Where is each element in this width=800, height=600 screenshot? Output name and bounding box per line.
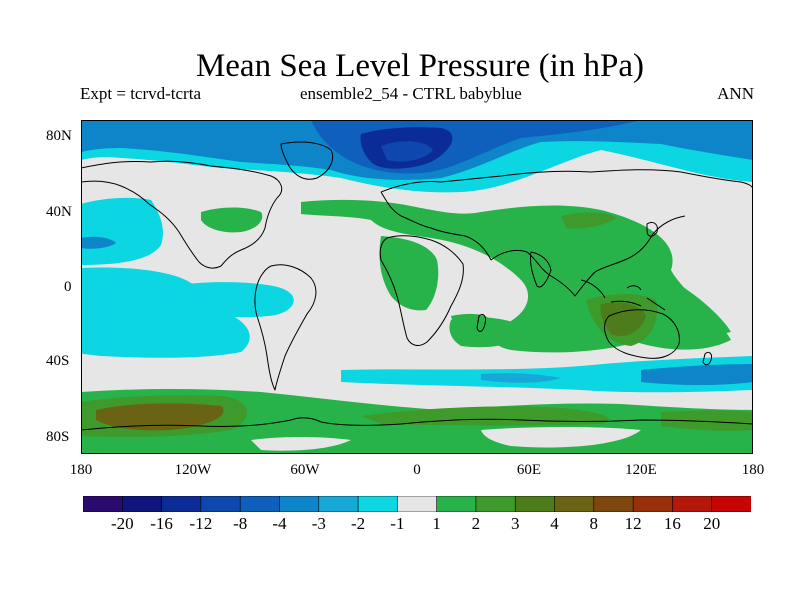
antarctic-gray-gap <box>251 437 351 451</box>
colorbar-label: -2 <box>351 514 366 533</box>
colorbar <box>82 495 752 513</box>
west-pacific-green-tongue <box>669 280 731 334</box>
xtick-180-right: 180 <box>741 462 765 478</box>
xtick-120e: 120E <box>625 462 657 478</box>
xtick-120w: 120W <box>174 462 212 478</box>
xtick-180-left: 180 <box>69 462 93 478</box>
north-atlantic-green <box>201 207 263 233</box>
ensemble-label: ensemble2_54 - CTRL babyblue <box>300 84 522 103</box>
coast-japan <box>646 221 658 237</box>
indo-pacific-olive <box>600 302 646 336</box>
colorbar-swatch <box>82 495 123 513</box>
coast-north-america <box>81 160 283 269</box>
coast-southeast-asia <box>580 279 666 311</box>
xtick-60e: 60E <box>516 462 542 478</box>
antarctic-darkgreen-3 <box>661 410 753 431</box>
ytick-80s: 80S <box>46 429 70 445</box>
colorbar-label: -3 <box>311 514 326 533</box>
colorbar-svg <box>82 495 752 513</box>
colorbar-label: 2 <box>471 514 481 533</box>
coast-new-zealand <box>702 351 712 366</box>
coastlines <box>81 141 753 431</box>
coast-india <box>530 251 552 288</box>
colorbar-swatch <box>436 495 477 513</box>
colorbar-swatch <box>593 495 634 513</box>
colorbar-swatch <box>554 495 595 513</box>
southern-blue-patch <box>481 373 561 383</box>
pressure-map <box>81 120 753 454</box>
season-label: ANN <box>717 84 754 103</box>
colorbar-label: 16 <box>663 514 681 533</box>
colorbar-swatch <box>397 495 438 513</box>
ytick-40n: 40N <box>46 204 72 220</box>
colorbar-label: 4 <box>550 514 559 533</box>
colorbar-swatch <box>121 495 163 513</box>
colorbar-swatch <box>711 495 752 513</box>
colorbar-swatch <box>200 495 241 513</box>
colorbar-label: -16 <box>150 514 173 533</box>
colorbar-swatch <box>475 495 516 513</box>
coast-australia <box>604 309 680 359</box>
colorbar-label: -20 <box>110 514 134 533</box>
ytick-equator: 0 <box>64 279 72 295</box>
colorbar-swatch <box>318 495 359 513</box>
colorbar-swatch <box>672 495 713 513</box>
experiment-label: Expt = tcrvd-tcrta <box>80 84 201 103</box>
southern-cyan-band <box>341 356 753 393</box>
southern-blue-band <box>641 364 753 385</box>
ytick-80n: 80N <box>46 128 72 144</box>
colorbar-label: -4 <box>272 514 287 533</box>
antarctic-gray-gap-2 <box>481 427 641 448</box>
colorbar-swatch <box>357 495 398 513</box>
arctic-deep-blue-spot <box>381 141 433 162</box>
colorbar-swatch <box>514 495 556 513</box>
colorbar-label: 12 <box>624 514 642 533</box>
colorbar-label: 8 <box>589 514 599 533</box>
south-pacific-cyan <box>81 267 250 358</box>
colorbar-label: -1 <box>390 514 405 533</box>
colorbar-swatch <box>632 495 674 513</box>
colorbar-swatch <box>161 495 202 513</box>
asia-darkgreen <box>561 212 616 229</box>
coast-africa <box>379 235 464 346</box>
coast-antarctica <box>81 417 753 431</box>
africa-green <box>379 236 439 311</box>
map-title: Mean Sea Level Pressure (in hPa) <box>195 48 645 84</box>
colorbar-label: -8 <box>233 514 248 533</box>
colorbar-label: -12 <box>189 514 213 533</box>
tropical-cyan-strip <box>176 282 294 318</box>
colorbar-swatch <box>279 495 320 513</box>
south-atlantic-green <box>451 313 491 326</box>
north-pacific-blue <box>81 236 116 249</box>
north-pacific-cyan <box>81 197 163 265</box>
coast-greenland <box>280 141 334 180</box>
ytick-40s: 40S <box>46 353 70 369</box>
map-svg <box>81 120 753 454</box>
colorbar-swatch <box>239 495 281 513</box>
colorbar-label: 1 <box>432 514 441 533</box>
antarctic-brown-1 <box>96 403 224 431</box>
coast-madagascar <box>476 313 486 332</box>
xtick-0: 0 <box>413 462 421 478</box>
xtick-60w: 60W <box>290 462 320 478</box>
coast-south-america <box>254 264 317 391</box>
colorbar-label: 3 <box>510 514 520 533</box>
map-frame <box>81 120 753 454</box>
colorbar-label: 20 <box>703 514 721 533</box>
